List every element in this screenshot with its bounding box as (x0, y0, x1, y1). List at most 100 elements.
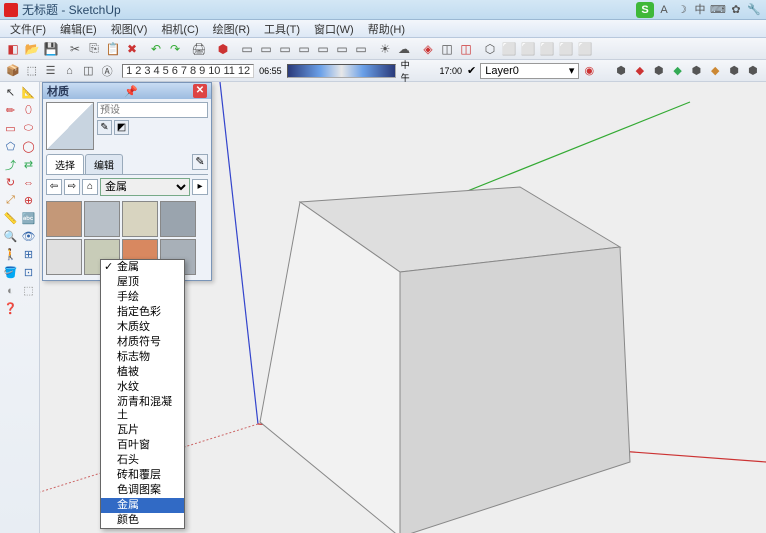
tool-button[interactable]: ⊡ (20, 264, 37, 281)
nav-menu-button[interactable]: ▸ (192, 179, 208, 195)
nav-back-button[interactable]: ⇦ (46, 179, 62, 195)
dropdown-item[interactable]: 屋顶 (101, 275, 184, 290)
3dtext-button[interactable]: Ⓐ (98, 62, 116, 80)
tool-button[interactable]: 🔍 (2, 228, 19, 245)
plugin7-button[interactable]: ⬢ (725, 62, 743, 80)
tool-button[interactable]: ↖ (2, 84, 19, 101)
redo-button[interactable]: ↷ (166, 40, 184, 58)
dropdown-item[interactable]: 金属 (101, 260, 184, 275)
style7-button[interactable]: ▭ (352, 40, 370, 58)
paste-button[interactable]: 📋 (104, 40, 122, 58)
panel-pin-icon[interactable]: 📌 (124, 85, 138, 98)
tool-button[interactable]: ⬚ (20, 282, 37, 299)
plugin5-button[interactable]: ⬢ (688, 62, 706, 80)
outliner-button[interactable]: ☰ (42, 62, 60, 80)
menu-item[interactable]: 编辑(E) (54, 20, 103, 38)
date-ruler[interactable]: 123456789101112 (122, 64, 254, 78)
save-button[interactable]: 💾 (42, 40, 60, 58)
view-back-button[interactable]: ⬜ (557, 40, 575, 58)
print-button[interactable]: 🖨 (190, 40, 208, 58)
material-thumb[interactable] (84, 201, 120, 237)
tool-button[interactable]: ↻ (2, 174, 19, 191)
default-material-button[interactable]: ◩ (114, 120, 129, 135)
tool-button[interactable] (20, 300, 37, 317)
menu-item[interactable]: 工具(T) (258, 20, 306, 38)
dropdown-item[interactable]: 沥青和混凝土 (101, 395, 184, 423)
menu-item[interactable]: 相机(C) (155, 20, 204, 38)
dropdown-item[interactable]: 金属 (101, 498, 184, 513)
tool-button[interactable]: ⊕ (20, 192, 37, 209)
style5-button[interactable]: ▭ (314, 40, 332, 58)
tool-button[interactable]: ⤢ (2, 192, 19, 209)
ime-letter-icon[interactable]: A (656, 2, 672, 18)
tool-button[interactable]: ✏ (2, 102, 19, 119)
ime-chinese-icon[interactable]: 中 (692, 2, 708, 18)
shadow-button[interactable]: ☀ (376, 40, 394, 58)
dropdown-item[interactable]: 砖和覆层 (101, 468, 184, 483)
group-button[interactable]: ⬚ (23, 62, 41, 80)
layer-dropdown[interactable]: Layer0 ▾ (480, 63, 579, 79)
view-left-button[interactable]: ⬜ (576, 40, 594, 58)
style6-button[interactable]: ▭ (333, 40, 351, 58)
create-material-button[interactable]: ✎ (97, 120, 112, 135)
tool-button[interactable]: ⇄ (20, 156, 37, 173)
ime-keyboard-icon[interactable]: ⌨ (710, 2, 726, 18)
tool-button[interactable]: 📏 (2, 210, 19, 227)
view-top-button[interactable]: ⬜ (500, 40, 518, 58)
dropdown-item[interactable]: 标志物 (101, 350, 184, 365)
dropdown-item[interactable]: 植被 (101, 365, 184, 380)
model-info-button[interactable]: ⬢ (214, 40, 232, 58)
new-button[interactable]: ◧ (4, 40, 22, 58)
material-thumb[interactable] (122, 201, 158, 237)
tool-button[interactable]: ▭ (2, 120, 19, 137)
tool-button[interactable]: 🚶 (2, 246, 19, 263)
material-name-input[interactable] (97, 102, 208, 118)
material-category-dropdown[interactable]: 金属 (100, 178, 190, 196)
style1-button[interactable]: ▭ (238, 40, 256, 58)
plugin4-button[interactable]: ◆ (669, 62, 687, 80)
material-thumb[interactable] (46, 201, 82, 237)
plugin6-button[interactable]: ◆ (706, 62, 724, 80)
dropdown-item[interactable]: 瓦片 (101, 423, 184, 438)
open-button[interactable]: 📂 (23, 40, 41, 58)
extension-button[interactable]: ◫ (79, 62, 97, 80)
layer-visible-check[interactable]: ✔ (467, 64, 476, 77)
view-iso-button[interactable]: ⬡ (481, 40, 499, 58)
dropdown-item[interactable]: 指定色彩 (101, 305, 184, 320)
tab-select[interactable]: 选择 (46, 154, 84, 174)
view-right-button[interactable]: ⬜ (538, 40, 556, 58)
ime-tool-icon[interactable]: 🔧 (746, 2, 762, 18)
plugin2-button[interactable]: ◆ (631, 62, 649, 80)
layer-manager-button[interactable]: ◉ (580, 62, 598, 80)
plugin1-button[interactable]: ⬢ (612, 62, 630, 80)
material-thumb[interactable] (46, 239, 82, 275)
warehouse-button[interactable]: ⌂ (61, 62, 79, 80)
menu-item[interactable]: 帮助(H) (362, 20, 411, 38)
material-thumb[interactable] (160, 201, 196, 237)
undo-button[interactable]: ↶ (147, 40, 165, 58)
tab-edit[interactable]: 编辑 (85, 154, 123, 174)
tool-button[interactable]: ⇔ (20, 174, 37, 191)
input-method-icon[interactable]: S (636, 2, 654, 18)
dropdown-item[interactable]: 百叶窗 (101, 438, 184, 453)
style4-button[interactable]: ▭ (295, 40, 313, 58)
tool-button[interactable]: 🪣 (2, 264, 19, 281)
tool-button[interactable]: ◯ (20, 138, 37, 155)
dropdown-item[interactable]: 色调图案 (101, 483, 184, 498)
panel-close-button[interactable]: ✕ (193, 84, 207, 98)
nav-fwd-button[interactable]: ⇨ (64, 179, 80, 195)
tool-button[interactable]: ⬯ (20, 102, 37, 119)
tool-button[interactable]: ⊞ (20, 246, 37, 263)
dropdown-item[interactable]: 石头 (101, 453, 184, 468)
style2-button[interactable]: ▭ (257, 40, 275, 58)
dropdown-item[interactable]: 木质纹 (101, 320, 184, 335)
copy-button[interactable]: ⎘ (85, 40, 103, 58)
style3-button[interactable]: ▭ (276, 40, 294, 58)
tool-button[interactable]: 🔤 (20, 210, 37, 227)
section-button[interactable]: ◫ (438, 40, 456, 58)
nav-home-button[interactable]: ⌂ (82, 179, 98, 195)
time-slider[interactable] (287, 64, 396, 78)
eyedropper-button[interactable]: ✎ (192, 154, 208, 170)
current-material-swatch[interactable] (46, 102, 94, 150)
menu-item[interactable]: 视图(V) (105, 20, 154, 38)
